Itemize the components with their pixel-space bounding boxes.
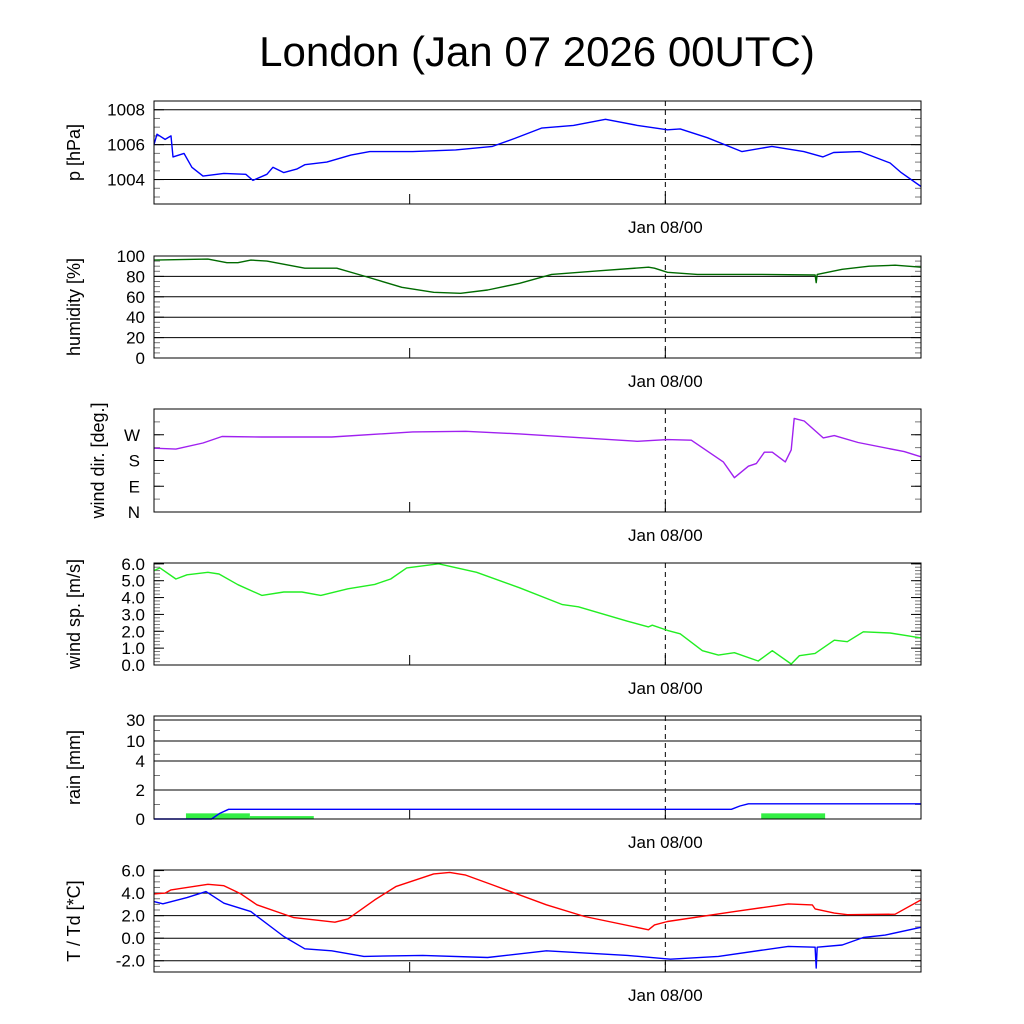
y-tick-label: 20	[126, 329, 145, 348]
x-tick-label: Jan 08/00	[628, 218, 703, 237]
y-tick-label: 30	[126, 711, 145, 730]
plot-frame	[153, 869, 922, 973]
y-axis-label: rain [mm]	[64, 730, 84, 805]
plot-frame	[153, 100, 922, 205]
y-tick-label: 4	[136, 752, 145, 771]
y-tick-label: E	[129, 477, 140, 496]
y-tick-label: 2.0	[121, 907, 145, 926]
y-tick-label: 4.0	[121, 884, 145, 903]
y-axis-label: p [hPa]	[64, 124, 84, 181]
series-line-pressure	[153, 118, 922, 188]
rain-bar	[185, 813, 250, 819]
series-line-wind-direction	[153, 417, 922, 479]
plot-frame	[153, 562, 922, 666]
y-axis-label: wind sp. [m/s]	[64, 559, 84, 670]
series-line-wind-speed	[153, 563, 922, 665]
series-line-t	[153, 871, 922, 931]
plot-frame	[153, 408, 922, 513]
x-tick-label: Jan 08/00	[628, 986, 703, 1005]
series-line-accumulated-rain	[154, 803, 921, 820]
panel-temperature: 6.0 4.0 2.0 0.0 -2.0 T / Td [*C] Jan 08/00	[64, 862, 922, 1005]
series-line-humidity	[153, 258, 922, 294]
plot-frame	[153, 715, 922, 820]
y-tick-label: 100	[117, 247, 145, 266]
y-tick-label: 40	[126, 308, 145, 327]
y-axis-label: T / Td [*C]	[64, 880, 84, 961]
y-tick-label: 0.0	[121, 929, 145, 948]
panel-pressure: 1008 1006 1004 p [hPa] Jan 08/00	[64, 100, 922, 237]
y-tick-label: 0.0	[121, 656, 145, 675]
y-tick-label: N	[128, 503, 140, 522]
y-tick-label: 5.0	[121, 572, 145, 591]
series-line-td	[153, 890, 922, 969]
x-tick-label: Jan 08/00	[628, 679, 703, 698]
y-tick-label: 0	[136, 349, 145, 368]
y-tick-label: 1008	[107, 101, 145, 120]
y-tick-label: 6.0	[121, 862, 145, 881]
y-tick-label: 1004	[107, 171, 145, 190]
x-tick-label: Jan 08/00	[628, 372, 703, 391]
plot-frame	[153, 255, 922, 359]
y-tick-label: 0	[136, 810, 145, 829]
y-tick-label: 3.0	[121, 605, 145, 624]
y-tick-label: 10	[126, 732, 145, 751]
y-axis-label: humidity [%]	[64, 258, 84, 356]
y-tick-label: 2	[136, 781, 145, 800]
y-tick-label: 60	[126, 288, 145, 307]
y-tick-label: 1006	[107, 136, 145, 155]
y-tick-label: 1.0	[121, 639, 145, 658]
x-tick-label: Jan 08/00	[628, 526, 703, 545]
rain-bar	[249, 816, 314, 819]
y-tick-label: 4.0	[121, 589, 145, 608]
y-tick-label: S	[129, 452, 140, 471]
panel-rain: 30 104 2 0 rain [mm] Jan 08/00	[64, 711, 922, 852]
chart-title: London (Jan 07 2026 00UTC)	[259, 28, 815, 75]
x-tick-label: Jan 08/00	[628, 833, 703, 852]
y-tick-label: 6.0	[121, 555, 145, 574]
panel-wind_speed: 6.05.04.03.02.01.00.0 wind sp. [m/s] Jan 0…	[64, 555, 922, 698]
y-tick-label: 80	[126, 267, 145, 286]
rain-bar	[761, 813, 826, 819]
y-axis-label: wind dir. [deg.]	[88, 402, 108, 519]
y-tick-label: -2.0	[116, 952, 145, 971]
y-tick-label: 2.0	[121, 622, 145, 641]
y-tick-label: W	[124, 426, 140, 445]
